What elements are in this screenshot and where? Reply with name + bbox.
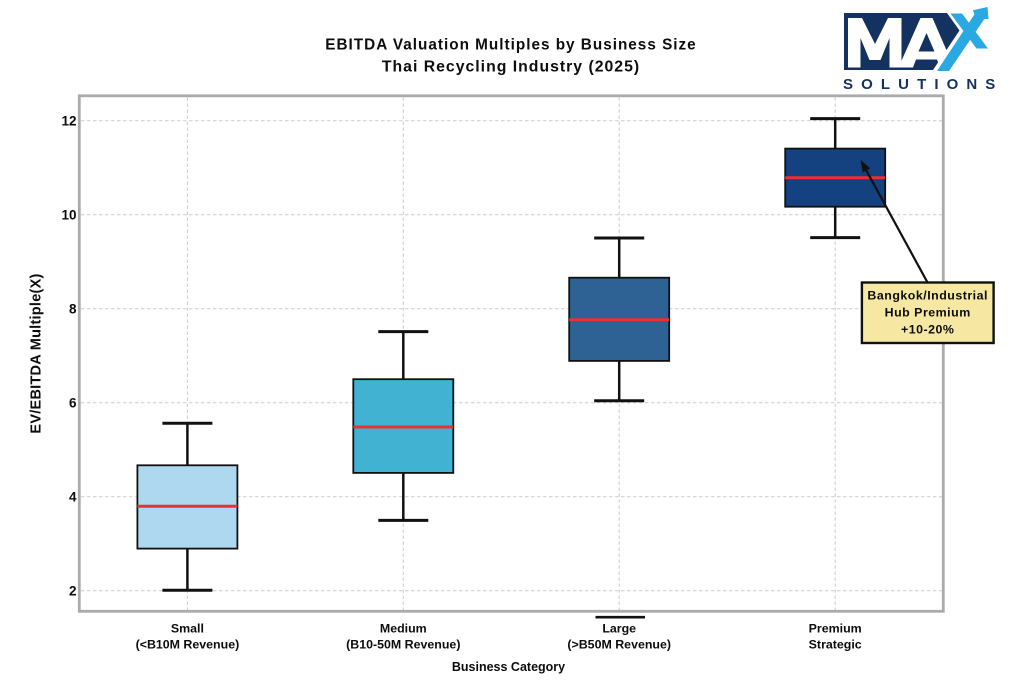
svg-text:SOLUTIONS: SOLUTIONS — [843, 76, 1003, 93]
svg-text:Premium: Premium — [809, 621, 862, 635]
svg-text:12: 12 — [61, 114, 76, 129]
svg-text:+10-20%: +10-20% — [901, 323, 954, 337]
svg-text:(B10-50M Revenue): (B10-50M Revenue) — [346, 638, 460, 652]
svg-text:Bangkok/Industrial: Bangkok/Industrial — [867, 289, 988, 303]
svg-text:10: 10 — [61, 208, 76, 223]
svg-text:Business Category: Business Category — [452, 660, 565, 674]
svg-text:8: 8 — [69, 302, 77, 317]
svg-text:Small: Small — [171, 621, 204, 635]
svg-text:4: 4 — [69, 490, 77, 505]
svg-text:Hub Premium: Hub Premium — [885, 306, 971, 320]
svg-text:2: 2 — [69, 584, 77, 599]
svg-text:EV/EBITDA Multiple(X): EV/EBITDA Multiple(X) — [29, 273, 45, 433]
svg-text:EBITDA Valuation Multiples by: EBITDA Valuation Multiples by Business S… — [325, 37, 696, 54]
svg-text:Thai Recycling Industry (2025): Thai Recycling Industry (2025) — [382, 59, 640, 76]
svg-text:(<B10M Revenue): (<B10M Revenue) — [136, 638, 240, 652]
svg-text:6: 6 — [69, 396, 77, 411]
svg-text:Medium: Medium — [380, 621, 427, 635]
svg-text:Strategic: Strategic — [809, 638, 862, 652]
svg-text:Large: Large — [602, 621, 636, 635]
svg-text:(>B50M Revenue): (>B50M Revenue) — [567, 638, 671, 652]
